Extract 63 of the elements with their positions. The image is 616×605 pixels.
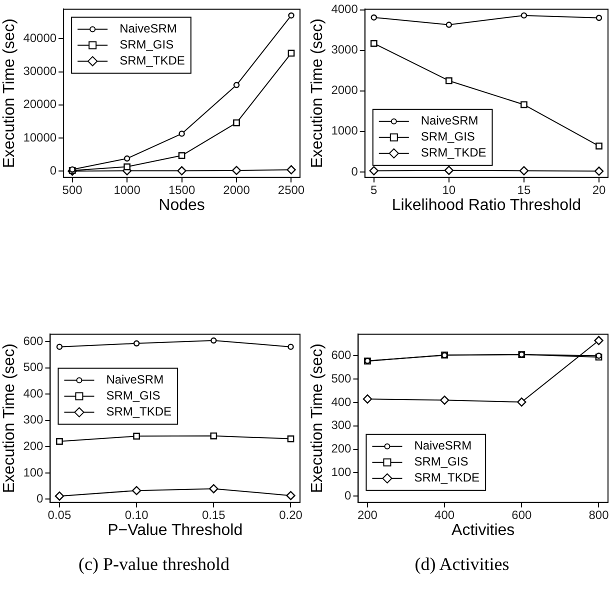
legend-label: SRM_GIS bbox=[420, 130, 475, 144]
y-tick-label: 4000 bbox=[331, 2, 358, 16]
y-axis-title: Execution Time (sec) bbox=[1, 18, 18, 168]
x-tick-label: 0.05 bbox=[48, 508, 72, 522]
y-tick-label: 100 bbox=[331, 465, 352, 480]
y-axis-title: Execution Time (sec) bbox=[1, 344, 18, 493]
legend-label: SRM_TKDE bbox=[106, 404, 172, 419]
x-tick-label: 2500 bbox=[278, 182, 305, 197]
x-tick-label: 500 bbox=[62, 182, 83, 197]
y-tick-label: 0 bbox=[351, 164, 358, 178]
y-tick-label: 600 bbox=[23, 334, 44, 348]
y-tick-label: 600 bbox=[331, 348, 352, 362]
x-axis-title: P−Value Threshold bbox=[108, 522, 243, 539]
x-tick-label: 5 bbox=[370, 182, 378, 197]
x-tick-label: 20 bbox=[592, 182, 606, 197]
x-tick-label: 800 bbox=[588, 508, 610, 522]
x-tick-label: 0.20 bbox=[279, 508, 303, 522]
y-tick-label: 500 bbox=[23, 360, 44, 374]
y-tick-label: 300 bbox=[331, 418, 352, 432]
y-axis-title: Execution Time (sec) bbox=[309, 18, 326, 168]
y-tick-label: 0 bbox=[344, 488, 352, 502]
y-tick-label: 2000 bbox=[331, 83, 358, 98]
text: (c) P-value threshold bbox=[78, 554, 230, 575]
y-tick-label: 20000 bbox=[23, 97, 57, 112]
legend-label: SRM_TKDE bbox=[414, 470, 480, 485]
y-tick-label: 30000 bbox=[23, 64, 57, 78]
y-tick-label: 200 bbox=[331, 442, 352, 456]
legend-label: NaiveSRM bbox=[120, 22, 177, 36]
x-tick-label: 0.15 bbox=[202, 508, 226, 522]
x-tick-label: 10 bbox=[442, 182, 456, 197]
x-tick-label: 2000 bbox=[223, 182, 250, 197]
legend-label: SRM_GIS bbox=[120, 38, 174, 52]
y-tick-label: 100 bbox=[23, 465, 44, 480]
y-tick-label: 400 bbox=[23, 386, 44, 400]
y-tick-label: 10000 bbox=[23, 130, 57, 144]
legend-label: SRM_TKDE bbox=[120, 54, 185, 68]
x-tick-label: 400 bbox=[434, 508, 455, 522]
y-tick-label: 40000 bbox=[23, 30, 57, 45]
x-tick-label: 0.10 bbox=[124, 508, 149, 522]
x-axis-title: Nodes bbox=[158, 196, 205, 214]
x-axis-title: Likelihood Ratio Threshold bbox=[392, 196, 582, 214]
x-tick-label: 15 bbox=[517, 182, 531, 197]
text: (d) Activities bbox=[414, 554, 510, 575]
x-axis-title: Activities bbox=[452, 522, 515, 539]
legend-label: SRM_TKDE bbox=[420, 146, 486, 160]
x-tick-label: 1500 bbox=[168, 182, 196, 197]
legend-label: NaiveSRM bbox=[420, 114, 478, 128]
y-tick-label: 400 bbox=[331, 394, 352, 409]
legend-label: NaiveSRM bbox=[106, 372, 164, 387]
legend-label: NaiveSRM bbox=[414, 438, 472, 453]
y-tick-label: 0 bbox=[50, 163, 57, 178]
x-tick-label: 600 bbox=[512, 508, 532, 522]
y-tick-label: 200 bbox=[23, 438, 44, 453]
x-tick-label: 200 bbox=[357, 508, 378, 522]
y-tick-label: 1000 bbox=[331, 124, 358, 138]
y-tick-label: 500 bbox=[331, 371, 352, 386]
legend-label: SRM_GIS bbox=[106, 388, 160, 403]
x-tick-label: 1000 bbox=[114, 182, 141, 197]
y-tick-label: 0 bbox=[36, 492, 44, 506]
y-tick-label: 300 bbox=[23, 412, 44, 427]
legend-label: SRM_GIS bbox=[414, 454, 468, 469]
y-axis-title: Execution Time (sec) bbox=[309, 344, 326, 493]
y-tick-label: 3000 bbox=[331, 42, 358, 57]
